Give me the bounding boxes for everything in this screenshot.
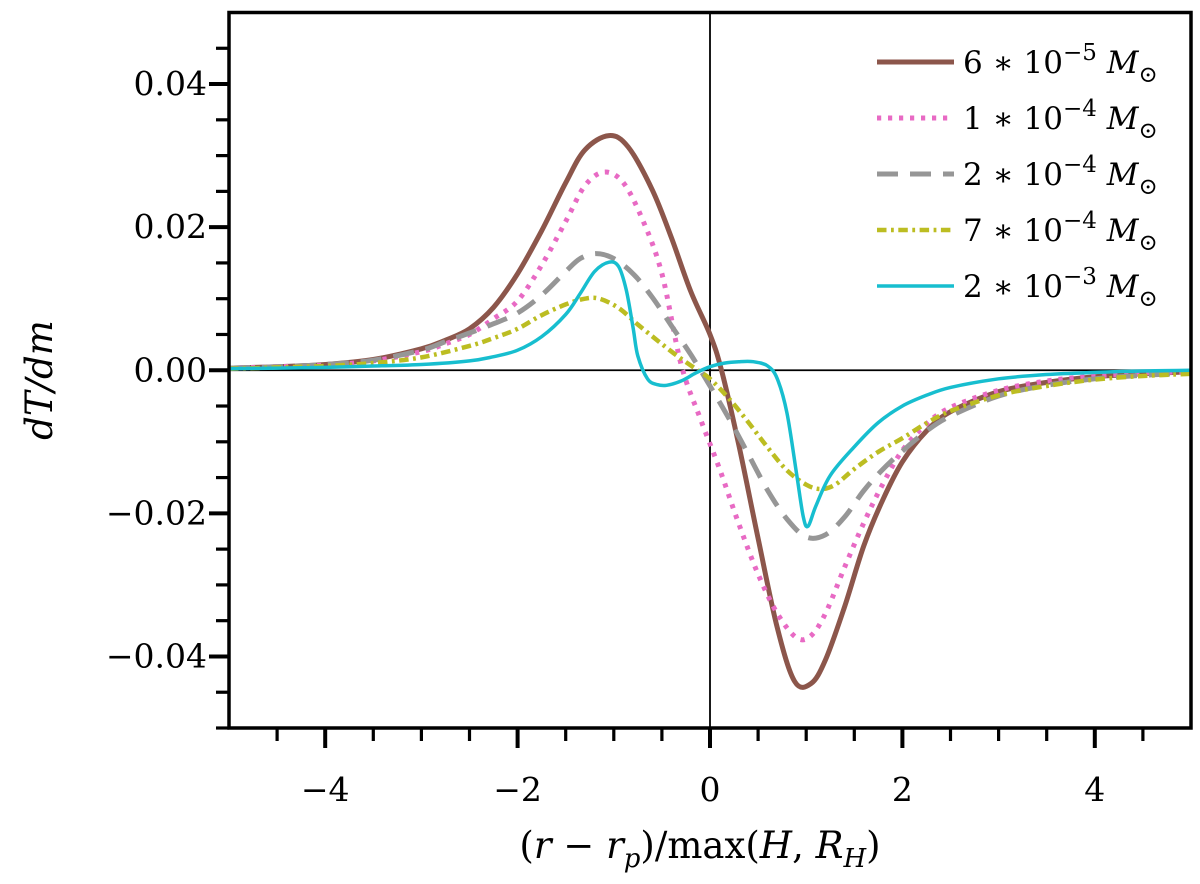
y-tick-label: 0.00 [134,350,207,389]
legend-entry-mass-2e-3: 2 ∗ 10−3 M⊙ [877,264,1158,312]
y-tick-label: −0.04 [106,636,207,675]
y-tick-label: 0.04 [134,64,207,103]
curve-mass-2e-4 [229,251,1191,541]
curves-group [229,133,1191,690]
legend-label: 2 ∗ 10−4 M⊙ [963,152,1158,200]
zero-lines [229,12,1191,728]
x-tick-label: −4 [301,770,350,809]
legend-label: 1 ∗ 10−4 M⊙ [963,96,1158,144]
legend-entry-mass-2e-4: 2 ∗ 10−4 M⊙ [877,152,1158,200]
x-tick-label: −2 [493,770,542,809]
legend-label: 2 ∗ 10−3 M⊙ [963,264,1158,312]
x-tick-label: 2 [892,770,913,809]
curve-mass-2e-3 [229,260,1191,529]
ticks-group [209,46,1145,748]
x-axis-label: (r − rp)/max(H, RH) [519,824,880,874]
legend-entry-mass-1e-4: 1 ∗ 10−4 M⊙ [877,96,1158,144]
legend-entry-mass-7e-4: 7 ∗ 10−4 M⊙ [877,208,1158,256]
y-axis-label: dT/dm [18,320,61,440]
curve-mass-7e-4 [229,295,1191,492]
x-tick-label: 4 [1084,770,1105,809]
curve-mass-6e-5 [229,133,1191,690]
legend-label: 6 ∗ 10−5 M⊙ [963,40,1158,88]
x-tick-label: 0 [700,770,721,809]
y-tick-label: −0.02 [106,493,207,532]
legend: 6 ∗ 10−5 M⊙ 1 ∗ 10−4 M⊙ 2 ∗ 10−4 M⊙ 7 ∗ 10−… [877,40,1158,312]
legend-entry-mass-6e-5: 6 ∗ 10−5 M⊙ [877,40,1158,88]
y-tick-label: 0.02 [134,207,207,246]
legend-label: 7 ∗ 10−4 M⊙ [963,208,1158,256]
